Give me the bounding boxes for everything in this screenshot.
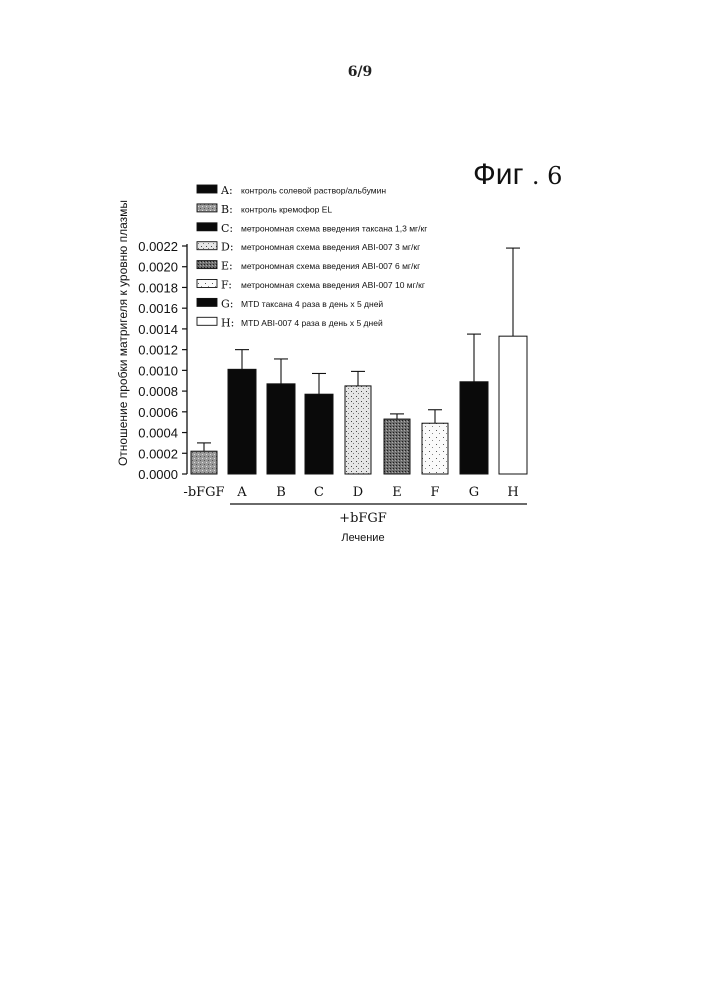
y-tick-label: 0.0016: [138, 301, 178, 316]
bar-b: [267, 384, 295, 474]
legend-swatch: [197, 298, 217, 306]
x-tick-label: B: [276, 485, 286, 500]
x-axis-tick-labels: -bFGF A B C D E F G H: [183, 485, 518, 500]
legend-key: C:: [221, 222, 233, 235]
legend-swatch: [197, 242, 217, 250]
x-tick-label: H: [507, 485, 518, 500]
bars: [191, 336, 527, 474]
legend-key: D:: [221, 241, 234, 254]
y-tick-label: 0.0006: [138, 405, 178, 420]
legend-swatch: [197, 185, 217, 193]
legend-key: F:: [221, 279, 232, 292]
legend: A: контроль солевой раствор/альбумин B: кон…: [197, 184, 427, 329]
legend-entry: контроль кремофор EL: [241, 204, 332, 214]
y-tick-label: 0.0018: [138, 280, 178, 295]
legend-key: G:: [221, 297, 234, 310]
bar-c: [305, 394, 333, 474]
x-tick-label: -bFGF: [183, 485, 224, 500]
bar-d: [345, 386, 371, 474]
x-tick-label: F: [430, 485, 439, 500]
legend-key: H:: [221, 316, 234, 329]
legend-entry: метрономная схема введения таксана 1,3 м…: [241, 223, 427, 233]
y-tick-label: 0.0008: [138, 384, 178, 399]
legend-swatch: [197, 317, 217, 325]
legend-swatch: [197, 223, 217, 231]
y-tick-label: 0.0002: [138, 446, 178, 461]
bar-e: [384, 419, 410, 474]
x-tick-label: E: [392, 485, 402, 500]
y-tick-label: 0.0000: [138, 467, 178, 482]
y-tick-label: 0.0004: [138, 426, 178, 441]
legend-entry: метрономная схема введения ABI-007 6 мг/…: [241, 261, 420, 271]
y-tick-label: 0.0020: [138, 260, 178, 275]
bar-f: [422, 423, 448, 474]
bar-h: [499, 336, 527, 474]
legend-key: E:: [221, 260, 233, 273]
legend-entry: метрономная схема введения ABI-007 3 мг/…: [241, 242, 420, 252]
bar-g: [460, 382, 488, 474]
bar-bfgf: [191, 451, 217, 474]
group-label: +bFGF: [339, 511, 387, 526]
legend-swatch: [197, 280, 217, 288]
legend-entry: MTD таксана 4 раза в день x 5 дней: [241, 299, 383, 309]
legend-key: B:: [221, 203, 233, 216]
legend-entry: MTD ABI-007 4 раза в день x 5 дней: [241, 318, 383, 328]
bar-a: [228, 369, 256, 474]
y-tick-label: 0.0014: [138, 322, 178, 337]
legend-swatch: [197, 261, 217, 269]
y-tick-label: 0.0010: [138, 363, 178, 378]
x-tick-label: A: [236, 485, 247, 500]
x-axis-label: Лечение: [341, 532, 384, 544]
y-axis-label: Отношение пробки матригеля к уровню плаз…: [116, 200, 130, 466]
legend-entry: контроль солевой раствор/альбумин: [241, 186, 386, 196]
x-tick-label: D: [353, 485, 363, 500]
x-tick-label: C: [314, 485, 324, 500]
x-tick-label: G: [469, 485, 479, 500]
y-tick-label: 0.0022: [138, 239, 178, 254]
legend-swatch: [197, 204, 217, 212]
y-axis-ticks: 0.0000 0.0002 0.0004 0.0006 0.0008 0.0010 0.00…: [138, 239, 187, 482]
legend-key: A:: [220, 184, 233, 197]
legend-entry: метрономная схема введения ABI-007 10 мг…: [241, 280, 425, 290]
y-tick-label: 0.0012: [138, 343, 178, 358]
